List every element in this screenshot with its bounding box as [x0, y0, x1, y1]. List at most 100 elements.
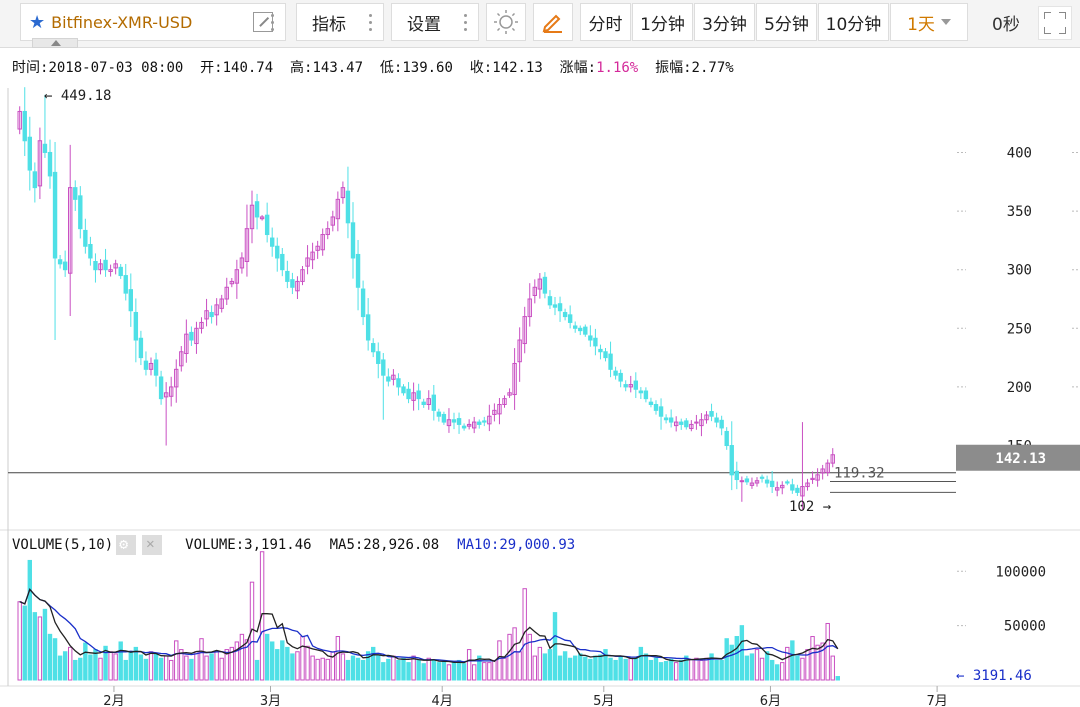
gear-icon[interactable] — [116, 535, 137, 555]
high-value: 143.47 — [312, 60, 364, 76]
volume-bar — [179, 649, 184, 681]
volume-bar — [37, 616, 43, 681]
candles — [17, 87, 835, 510]
volume-bar — [169, 659, 174, 681]
candle-body — [769, 480, 775, 488]
time-tick-label: 4月 — [432, 694, 453, 707]
last-price-tag: 142.13 — [995, 451, 1046, 467]
indicators-button[interactable]: 指标 — [296, 3, 384, 41]
low-label: 低: — [379, 60, 403, 76]
candle-body — [128, 289, 134, 312]
star-icon[interactable]: ★ — [29, 11, 46, 33]
candle-body — [613, 370, 618, 376]
volume-bar — [325, 658, 330, 681]
candle-body — [790, 484, 795, 491]
price-chart[interactable]: 150200250300350400500001000002月3月4月5月6月7… — [0, 48, 1080, 707]
candle-body — [310, 251, 315, 261]
candle-body — [522, 316, 527, 345]
collapse-toolbar-icon[interactable] — [32, 38, 78, 48]
price-tick-label: 400 — [1007, 145, 1032, 161]
settings-button[interactable]: 设置 — [391, 3, 479, 41]
interval-tab-2[interactable]: 3分钟 — [694, 3, 755, 41]
volume-bar — [517, 651, 522, 681]
fullscreen-icon[interactable] — [1038, 6, 1072, 40]
volume-legend: VOLUME(5,10) VOLUME:3,191.46 MA5:28,926.… — [12, 535, 575, 555]
volume-bar — [497, 640, 502, 681]
volume-bar — [719, 659, 724, 681]
candle-body — [285, 270, 290, 282]
candle-body — [365, 314, 371, 341]
more-icon[interactable] — [271, 14, 275, 32]
volume-bar — [254, 659, 260, 681]
volume-bar — [547, 649, 553, 681]
candle-body — [234, 269, 240, 284]
interval-tab-4[interactable]: 10分钟 — [818, 3, 889, 41]
interval-dropdown[interactable]: 1天 — [890, 3, 968, 41]
volume-bar — [340, 653, 346, 681]
volume-bar — [734, 636, 739, 681]
candle-body — [552, 304, 558, 308]
interval-tab-3[interactable]: 5分钟 — [756, 3, 817, 41]
time-tick-label: 2月 — [103, 694, 124, 707]
candle-body — [275, 245, 280, 259]
theme-toggle-button[interactable] — [486, 3, 526, 41]
volume-bar — [648, 659, 654, 681]
volume-bar — [658, 662, 664, 681]
settings-more-icon[interactable] — [464, 14, 468, 32]
price-tick-label: 200 — [1007, 380, 1032, 396]
volume-bars — [17, 551, 840, 681]
candle-body — [239, 257, 245, 269]
candle-body — [401, 386, 406, 394]
candle-body — [820, 468, 825, 474]
candle-body — [487, 415, 492, 425]
symbol-selector[interactable]: ★ Bitfinex-XMR-USD — [20, 3, 286, 41]
candle-body — [214, 304, 219, 316]
candle-body — [381, 359, 386, 376]
external-link-icon[interactable] — [253, 12, 273, 32]
open-value: 140.74 — [222, 60, 274, 76]
volume-bar — [153, 653, 159, 681]
volume-bar — [699, 659, 704, 681]
countdown-timer: 0秒 — [992, 15, 1020, 35]
volume-bar — [805, 649, 810, 681]
interval-tab-1[interactable]: 1分钟 — [632, 3, 693, 41]
candle-body — [42, 143, 48, 153]
volume-title: VOLUME(5,10) — [12, 537, 114, 553]
volume-bar — [305, 645, 310, 681]
volume-bar — [163, 655, 169, 681]
draw-tool-button[interactable] — [533, 3, 573, 41]
candle-body — [421, 401, 426, 405]
ma5-value: MA5:28,926.08 — [329, 537, 440, 553]
volume-bar — [451, 662, 457, 681]
candle-body — [583, 326, 588, 335]
candle-body — [426, 398, 431, 405]
time-tick-label: 7月 — [926, 694, 947, 707]
candle-body — [355, 253, 361, 288]
candle-body — [679, 421, 684, 425]
candle-body — [805, 482, 810, 488]
interval-tab-0[interactable]: 分时 — [580, 3, 631, 41]
volume-bar — [456, 659, 462, 681]
candle-body — [436, 411, 442, 417]
amplitude-label: 振幅: — [655, 60, 692, 76]
candle-body — [608, 353, 613, 370]
volume-bar — [441, 661, 447, 681]
candle-body — [674, 421, 679, 427]
indicators-more-icon[interactable] — [369, 14, 373, 32]
high-label: 高: — [290, 60, 313, 76]
volume-bar — [128, 652, 134, 681]
candle-body — [562, 311, 568, 318]
candle-body — [598, 348, 603, 353]
candle-body — [113, 263, 118, 269]
close-icon[interactable] — [142, 535, 163, 555]
candle-body — [739, 480, 745, 483]
volume-bar — [184, 655, 189, 681]
candle-body — [189, 331, 194, 341]
candle-body — [825, 462, 830, 473]
volume-bar — [704, 657, 709, 681]
candle-body — [305, 257, 310, 267]
candle-body — [785, 481, 790, 484]
candle-body — [628, 384, 633, 388]
volume-bar — [189, 658, 194, 681]
candle-body — [578, 327, 583, 332]
